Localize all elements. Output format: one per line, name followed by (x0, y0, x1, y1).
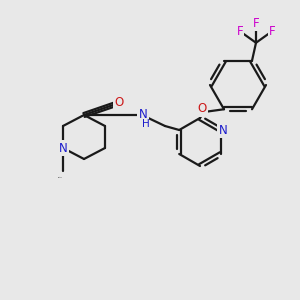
Text: O: O (114, 97, 124, 110)
Text: methyl: methyl (58, 177, 62, 178)
Text: methyl: methyl (50, 179, 69, 184)
Text: F: F (237, 25, 243, 38)
Text: F: F (253, 17, 259, 30)
Text: N: N (139, 107, 147, 121)
Text: H: H (142, 119, 150, 129)
Text: O: O (197, 103, 207, 116)
Text: N: N (58, 142, 68, 154)
Text: F: F (269, 25, 275, 38)
Text: N: N (218, 124, 227, 136)
